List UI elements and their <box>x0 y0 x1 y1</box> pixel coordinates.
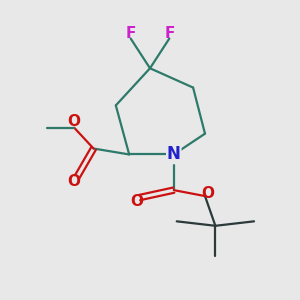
Text: O: O <box>130 194 143 208</box>
Text: O: O <box>202 186 214 201</box>
Text: N: N <box>167 146 181 164</box>
Text: O: O <box>68 174 81 189</box>
Text: F: F <box>125 26 136 41</box>
Text: F: F <box>164 26 175 41</box>
Text: O: O <box>68 114 81 129</box>
